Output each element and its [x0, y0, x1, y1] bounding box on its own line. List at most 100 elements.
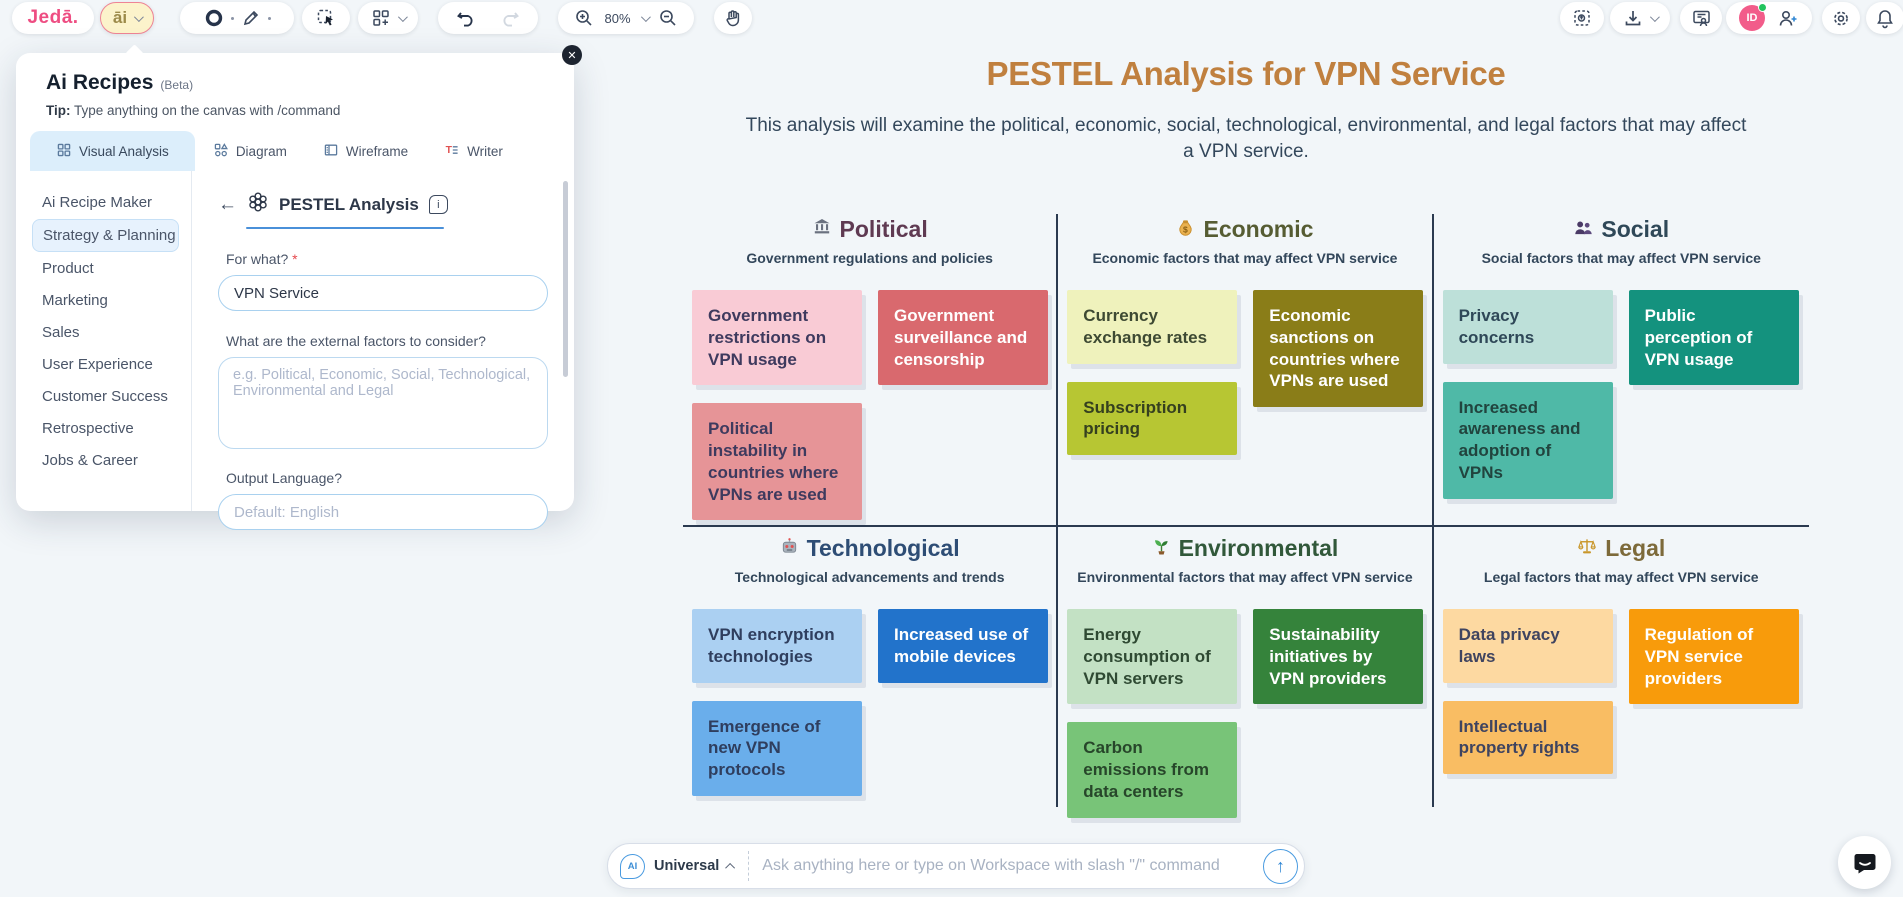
- pestel-title: PESTEL Analysis for VPN Service: [986, 55, 1506, 92]
- svg-text:T: T: [446, 145, 453, 156]
- panel-scrollbar[interactable]: [563, 181, 568, 377]
- sidebar-item-marketing[interactable]: Marketing: [42, 292, 108, 309]
- section-tagline: Environmental factors that may affect VP…: [1077, 569, 1413, 585]
- sidebar-item-ai-recipe-maker[interactable]: Ai Recipe Maker: [42, 194, 153, 211]
- sticky-note[interactable]: Public perception of VPN usage: [1628, 290, 1799, 386]
- sticky-note[interactable]: Government surveillance and censorship: [878, 290, 1048, 386]
- moneybag-icon: $: [1176, 216, 1195, 243]
- sticky-note[interactable]: Data privacy laws: [1442, 609, 1613, 683]
- svg-text:$: $: [1184, 225, 1189, 235]
- sticky-note[interactable]: Sustainability initiatives by VPN provid…: [1253, 609, 1424, 705]
- draw-tools-group: [180, 2, 294, 34]
- sidebar-item-user-experience[interactable]: User Experience: [42, 356, 153, 373]
- sticky-note[interactable]: Intellectual property rights: [1442, 700, 1613, 774]
- section-name: Technological: [806, 535, 960, 561]
- pan-hand-tool[interactable]: [714, 2, 752, 34]
- chat-widget-button[interactable]: [1838, 836, 1891, 889]
- chevron-down-icon[interactable]: [640, 11, 651, 22]
- pen-tool-options-dot[interactable]: [267, 16, 271, 20]
- undo-button[interactable]: [455, 8, 477, 28]
- recipe-form: ← PESTEL Analysis i For what? * What are…: [192, 171, 574, 530]
- sticky-note[interactable]: Subscription pricing: [1067, 381, 1238, 455]
- section-name: Social: [1601, 216, 1670, 242]
- back-arrow-icon[interactable]: ←: [218, 193, 237, 215]
- settings-button[interactable]: [1822, 2, 1860, 34]
- pestel-section-legal: Legal Legal factors that may affect VPN s…: [1434, 527, 1809, 807]
- tab-writer[interactable]: T Writer: [426, 131, 521, 171]
- tab-visual-analysis[interactable]: Visual Analysis: [30, 131, 195, 171]
- factors-textarea[interactable]: [218, 357, 548, 449]
- sticky-note[interactable]: Increased awareness and adoption of VPNs: [1442, 381, 1613, 499]
- zoom-level[interactable]: 80%: [604, 10, 631, 26]
- sticky-note[interactable]: VPN encryption technologies: [692, 609, 862, 683]
- section-tagline: Economic factors that may affect VPN ser…: [1092, 250, 1398, 266]
- grid-icon: [56, 142, 72, 161]
- sticky-note[interactable]: Regulation of VPN service providers: [1628, 609, 1799, 705]
- present-button[interactable]: [1680, 2, 1722, 34]
- language-input[interactable]: [218, 494, 548, 530]
- language-label: Output Language?: [226, 470, 342, 486]
- tab-wireframe[interactable]: Wireframe: [305, 131, 426, 171]
- select-tool[interactable]: [302, 2, 350, 34]
- ai-assistant-icon: AI: [620, 853, 645, 879]
- sticky-note[interactable]: Increased use of mobile devices: [878, 609, 1048, 683]
- info-icon[interactable]: i: [428, 195, 448, 214]
- tab-diagram[interactable]: Diagram: [195, 131, 305, 171]
- sidebar-item-sales[interactable]: Sales: [42, 324, 80, 341]
- section-tagline: Technological advancements and trends: [734, 569, 1005, 585]
- sidebar-item-retrospective[interactable]: Retrospective: [42, 420, 134, 437]
- sidebar-item-jobs-career[interactable]: Jobs & Career: [42, 452, 138, 469]
- zoom-in-icon[interactable]: [574, 8, 594, 28]
- sticky-note[interactable]: Emergence of new VPN protocols: [692, 700, 862, 796]
- ai-recipes-button[interactable]: āi: [100, 2, 154, 34]
- for-what-label: For what? *: [226, 251, 298, 267]
- app-logo[interactable]: Jedā.: [12, 2, 94, 34]
- pen-tool[interactable]: [241, 8, 261, 28]
- assistant-mode[interactable]: Universal: [654, 858, 720, 874]
- chevron-up-icon[interactable]: [725, 862, 736, 873]
- pestel-section-technological: Technological Technological advancements …: [683, 527, 1059, 807]
- section-tagline: Government regulations and policies: [746, 250, 993, 266]
- pestel-section-economic: $ Economic Economic factors that may affec…: [1058, 214, 1434, 527]
- sidebar-item-strategy-planning[interactable]: Strategy & Planning: [32, 219, 179, 252]
- capture-button[interactable]: [1560, 2, 1604, 34]
- universal-ask-bar: AI Universal ↑: [607, 843, 1305, 889]
- zoom-out-icon[interactable]: [658, 8, 678, 28]
- section-name: Political: [839, 216, 928, 242]
- ask-bar-divider: [748, 851, 750, 881]
- send-button[interactable]: ↑: [1263, 848, 1298, 884]
- factors-label: What are the external factors to conside…: [226, 333, 486, 349]
- for-what-input[interactable]: [218, 275, 548, 311]
- shape-tool-options-dot[interactable]: [230, 16, 234, 20]
- section-tagline: Social factors that may affect VPN servi…: [1481, 250, 1761, 266]
- section-name: Economic: [1203, 216, 1314, 242]
- sticky-note[interactable]: Carbon emissions from data centers: [1067, 722, 1238, 818]
- tab-label: Diagram: [235, 143, 287, 159]
- avatar[interactable]: ID: [1739, 3, 1767, 31]
- redo-button[interactable]: [499, 8, 521, 28]
- insert-shapes-button[interactable]: [358, 2, 418, 34]
- history-group: [438, 2, 538, 34]
- invite-user-button[interactable]: [1777, 8, 1799, 29]
- ai-recipes-panel: ✕ Ai Recipes (Beta) Tip: Type anything o…: [16, 44, 582, 530]
- sticky-note[interactable]: Currency exchange rates: [1067, 290, 1238, 364]
- sticky-note[interactable]: Privacy concerns: [1442, 290, 1613, 364]
- sticky-note[interactable]: Political instability in countries where…: [692, 403, 862, 521]
- wireframe-icon: [323, 142, 339, 161]
- shape-circle-tool[interactable]: [204, 8, 224, 28]
- tab-label: Writer: [467, 143, 503, 159]
- export-button[interactable]: [1610, 2, 1670, 34]
- diagram-icon: [213, 142, 229, 161]
- notifications-button[interactable]: [1866, 2, 1903, 34]
- sidebar-item-product[interactable]: Product: [42, 260, 94, 277]
- sticky-note[interactable]: Energy consumption of VPN servers: [1067, 609, 1238, 705]
- sidebar-item-customer-success[interactable]: Customer Success: [42, 388, 168, 405]
- account-group: ID: [1726, 2, 1812, 34]
- robot-icon: [780, 535, 799, 562]
- sticky-note[interactable]: Economic sanctions on countries where VP…: [1253, 290, 1424, 407]
- sticky-note[interactable]: Government restrictions on VPN usage: [692, 290, 862, 386]
- bank-icon: [812, 216, 832, 243]
- ask-input[interactable]: [762, 857, 1254, 875]
- close-icon[interactable]: ✕: [562, 45, 582, 65]
- recipe-name: PESTEL Analysis: [279, 194, 419, 214]
